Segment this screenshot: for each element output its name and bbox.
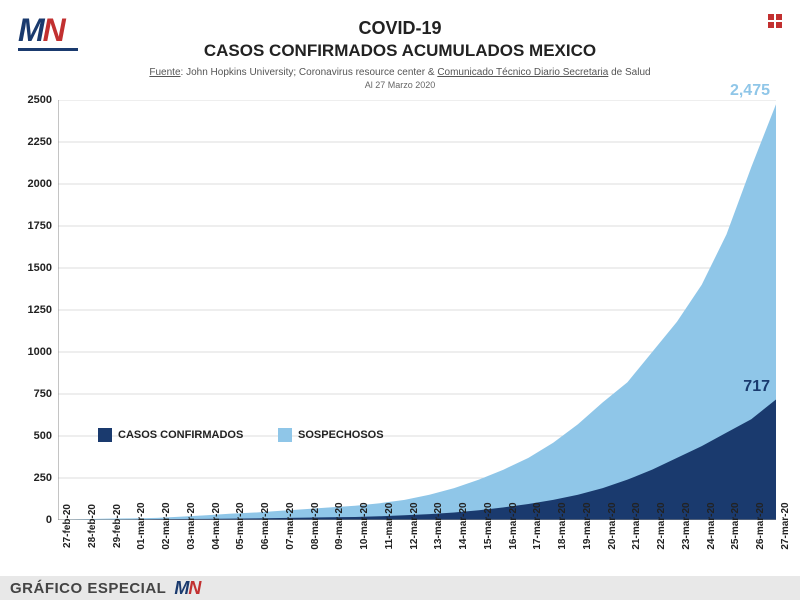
y-tick-label: 2250 — [18, 136, 52, 148]
x-tick-label: 22-mar-20 — [656, 502, 667, 549]
source-line: Fuente: John Hopkins University; Coronav… — [0, 67, 800, 78]
x-tick-label: 09-mar-20 — [334, 502, 345, 549]
series-end-label: 2,475 — [730, 82, 770, 100]
legend-swatch — [98, 428, 112, 442]
y-tick-label: 2000 — [18, 178, 52, 190]
x-tick-label: 21-mar-20 — [631, 502, 642, 549]
x-tick-label: 10-mar-20 — [359, 502, 370, 549]
source-suffix: de Salud — [608, 67, 650, 78]
x-tick-label: 25-mar-20 — [730, 502, 741, 549]
x-tick-label: 07-mar-20 — [285, 502, 296, 549]
x-tick-label: 27-mar-20 — [780, 502, 791, 549]
legend-swatch — [278, 428, 292, 442]
y-tick-label: 1500 — [18, 262, 52, 274]
x-tick-label: 29-feb-20 — [112, 504, 123, 548]
x-tick-label: 12-mar-20 — [409, 502, 420, 549]
x-tick-label: 01-mar-20 — [136, 502, 147, 549]
x-tick-label: 03-mar-20 — [186, 502, 197, 549]
y-tick-label: 2500 — [18, 94, 52, 106]
title-block: COVID-19 CASOS CONFIRMADOS ACUMULADOS ME… — [0, 18, 800, 90]
x-tick-label: 16-mar-20 — [508, 502, 519, 549]
x-tick-label: 04-mar-20 — [211, 502, 222, 549]
footer-text: GRÁFICO ESPECIAL — [10, 580, 166, 597]
x-tick-label: 13-mar-20 — [433, 502, 444, 549]
legend-item: CASOS CONFIRMADOS — [98, 428, 243, 442]
title-line-2: CASOS CONFIRMADOS ACUMULADOS MEXICO — [0, 41, 800, 61]
y-tick-label: 1250 — [18, 304, 52, 316]
area-series — [58, 104, 776, 520]
y-tick-label: 250 — [18, 472, 52, 484]
footer-bar: GRÁFICO ESPECIAL MN — [0, 576, 800, 600]
legend-item: SOSPECHOSOS — [278, 428, 384, 442]
chart-area: 02505007501000125015001750200022502500 2… — [58, 100, 776, 520]
series-end-label: 717 — [743, 378, 770, 396]
y-tick-label: 1750 — [18, 220, 52, 232]
y-tick-label: 0 — [18, 514, 52, 526]
x-tick-label: 17-mar-20 — [532, 502, 543, 549]
x-tick-label: 02-mar-20 — [161, 502, 172, 549]
x-tick-label: 18-mar-20 — [557, 502, 568, 549]
x-tick-label: 23-mar-20 — [681, 502, 692, 549]
x-axis-labels: 27-feb-2028-feb-2029-feb-2001-mar-2002-m… — [58, 526, 776, 576]
legend-label: SOSPECHOSOS — [298, 429, 384, 441]
x-tick-label: 20-mar-20 — [607, 502, 618, 549]
y-tick-label: 750 — [18, 388, 52, 400]
source-prefix: Fuente — [149, 67, 180, 78]
x-tick-label: 24-mar-20 — [706, 502, 717, 549]
title-line-1: COVID-19 — [0, 18, 800, 39]
x-tick-label: 05-mar-20 — [235, 502, 246, 549]
source-rest: : John Hopkins University; Coronavirus r… — [181, 67, 438, 78]
x-tick-label: 06-mar-20 — [260, 502, 271, 549]
source-underlined: Comunicado Técnico Diario Secretaria — [437, 67, 608, 78]
x-tick-label: 11-mar-20 — [384, 503, 395, 550]
x-tick-label: 28-feb-20 — [87, 504, 98, 548]
footer-logo: MN — [174, 578, 200, 599]
x-tick-label: 08-mar-20 — [310, 502, 321, 549]
x-tick-label: 27-feb-20 — [62, 504, 73, 548]
x-tick-label: 14-mar-20 — [458, 502, 469, 549]
x-tick-label: 19-mar-20 — [582, 502, 593, 549]
y-tick-label: 1000 — [18, 346, 52, 358]
x-tick-label: 26-mar-20 — [755, 502, 766, 549]
area-chart — [58, 100, 776, 520]
date-label: Al 27 Marzo 2020 — [0, 80, 800, 90]
y-tick-label: 500 — [18, 430, 52, 442]
legend-label: CASOS CONFIRMADOS — [118, 429, 243, 441]
x-tick-label: 15-mar-20 — [483, 502, 494, 549]
